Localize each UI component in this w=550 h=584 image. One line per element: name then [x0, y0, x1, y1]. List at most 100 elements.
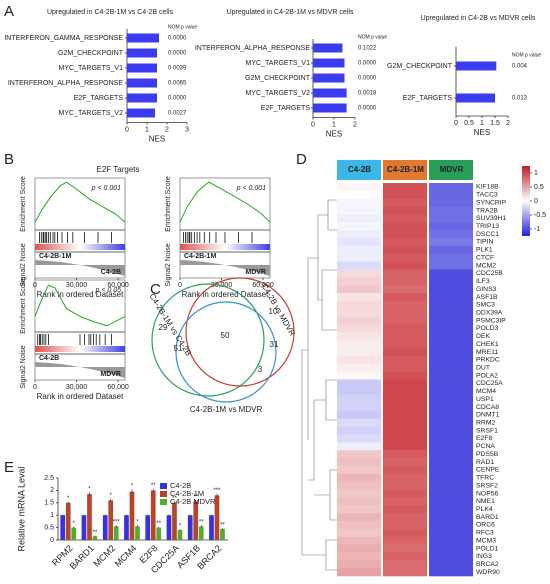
- category-label: MYC_TARGETS_V2: [59, 110, 124, 117]
- heat-cell: [429, 261, 473, 270]
- panel-letter: C: [150, 281, 161, 298]
- heat-cell: [429, 285, 473, 294]
- es-frame: [34, 279, 126, 381]
- gene-label: ORC6: [476, 522, 495, 529]
- rank-gradient: [180, 244, 270, 250]
- heat-cell: [337, 183, 381, 192]
- heat-cell: [337, 245, 381, 255]
- gene-label: CDCA8: [476, 404, 499, 411]
- p-value: 0.0000: [168, 36, 187, 42]
- bar: [127, 48, 157, 58]
- venn-count: 3: [258, 365, 263, 374]
- heat-cell: [337, 285, 381, 294]
- group-right: MDVR: [245, 269, 266, 276]
- gene-label: TIPIN: [476, 239, 493, 246]
- x-tick-label: MCM4: [113, 543, 139, 569]
- x-tick-label: 0: [178, 282, 182, 289]
- heat-cell: [383, 348, 427, 357]
- x-tick-label: 0: [454, 120, 458, 127]
- heat-cell: [429, 222, 473, 231]
- dendrogram: [301, 199, 337, 571]
- panel-title: E2F Targets: [97, 165, 140, 174]
- heat-cell: [383, 230, 427, 239]
- panel-letter: D: [296, 151, 307, 168]
- heat-cell: [429, 269, 473, 278]
- venn-count: 50: [221, 331, 230, 340]
- p-text: p < 0.001: [91, 185, 121, 192]
- heat-cell: [383, 426, 427, 435]
- heat-cell: [429, 238, 473, 247]
- es-curve: [34, 181, 126, 223]
- gene-label: CDC25A: [476, 380, 503, 387]
- heat-cell: [337, 269, 381, 278]
- heat-cell: [383, 442, 427, 451]
- heat-cell: [429, 497, 473, 506]
- p-text: p < 0.05: [95, 287, 122, 294]
- heat-cell: [383, 489, 427, 498]
- colorbar-label: 0: [534, 198, 538, 205]
- heat-cell: [337, 371, 381, 380]
- gene-label: SUV39H1: [476, 215, 506, 222]
- panel-letter: E: [4, 459, 14, 476]
- gene-label: PSMC3IP: [476, 317, 506, 324]
- category-label: MYC_TARGETS_V1: [59, 65, 124, 72]
- heat-cell: [337, 214, 381, 223]
- bar: [313, 88, 347, 98]
- bar: [177, 530, 183, 540]
- heat-cell: [383, 222, 427, 231]
- heat-cell: [337, 513, 381, 522]
- heat-cell: [383, 253, 427, 262]
- es-label: Enrichment Score: [165, 176, 172, 232]
- heat-cell: [383, 536, 427, 545]
- bar: [145, 515, 151, 540]
- heat-cell: [337, 442, 381, 451]
- gene-label: NOP56: [476, 490, 499, 497]
- legend-label: C4-2B: [170, 481, 191, 490]
- gene-label: E2F8: [476, 435, 492, 442]
- legend-swatch: [160, 483, 167, 489]
- heat-cell: [383, 316, 427, 325]
- heat-cell: [337, 568, 381, 577]
- heat-cell: [383, 544, 427, 553]
- gene-label: DEK: [476, 333, 490, 340]
- heat-cell: [337, 489, 381, 498]
- heat-cell: [429, 371, 473, 380]
- bar: [172, 502, 177, 540]
- heat-cell: [383, 552, 427, 561]
- heat-cell: [429, 505, 473, 514]
- gene-label: PLK1: [476, 247, 493, 254]
- signal-area: [35, 362, 125, 378]
- bar: [198, 526, 204, 540]
- heat-cell: [429, 410, 473, 420]
- heat-cell: [429, 560, 473, 569]
- bar: [187, 515, 193, 540]
- significance: *: [136, 520, 139, 526]
- bar: [71, 527, 77, 540]
- bar: [135, 526, 140, 540]
- heat-cell: [429, 198, 473, 207]
- heat-cell: [383, 395, 427, 404]
- heat-cell: [429, 214, 473, 223]
- heat-cell: [337, 410, 381, 420]
- x-tick-label: 0.5: [464, 120, 474, 127]
- significance: *: [110, 493, 113, 499]
- heat-cell: [337, 434, 381, 443]
- bar: [60, 515, 66, 540]
- rank-gradient: [35, 244, 125, 250]
- p-value: 0.0065: [168, 81, 187, 87]
- p-value: 0.0039: [168, 66, 187, 72]
- heat-cell: [429, 324, 473, 333]
- signal-area: [180, 260, 270, 276]
- gene-label: DSCC1: [476, 231, 499, 238]
- heat-cell: [337, 293, 381, 302]
- heat-cell: [383, 308, 427, 317]
- gene-label: SMC3: [476, 302, 495, 309]
- bar: [150, 490, 156, 540]
- heat-cell: [383, 481, 427, 490]
- gene-label: SRSF1: [476, 427, 498, 434]
- heat-cell: [429, 332, 473, 341]
- p-text: p < 0.001: [236, 185, 266, 192]
- heat-cell: [429, 293, 473, 302]
- x-tick-label: 0: [125, 126, 129, 133]
- heat-cell: [337, 544, 381, 553]
